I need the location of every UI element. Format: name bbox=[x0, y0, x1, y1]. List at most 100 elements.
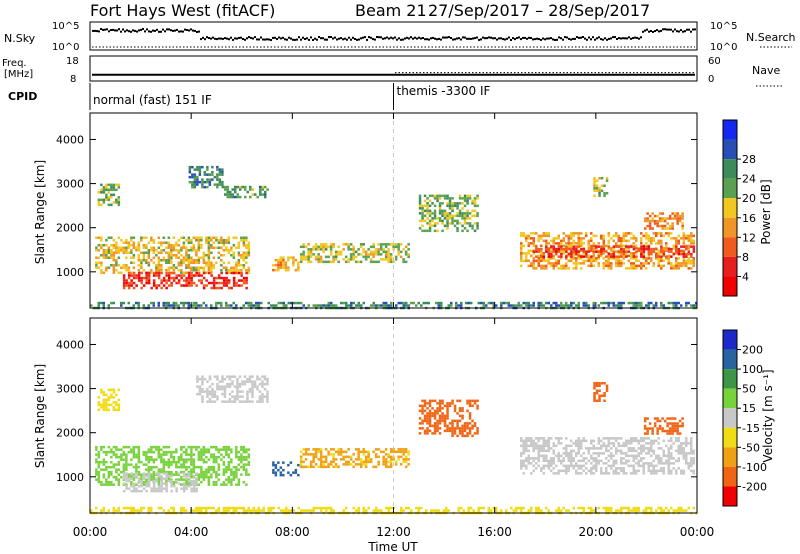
data-cell bbox=[170, 479, 173, 483]
data-cell bbox=[362, 506, 365, 510]
data-cell bbox=[652, 439, 655, 443]
data-cell bbox=[672, 442, 675, 445]
data-cell bbox=[392, 245, 395, 249]
data-cell bbox=[180, 246, 183, 249]
noise-point bbox=[450, 37, 452, 39]
data-cell bbox=[645, 452, 648, 455]
data-cell bbox=[367, 458, 370, 461]
data-cell bbox=[668, 217, 672, 220]
data-cell bbox=[200, 468, 203, 471]
data-cell bbox=[630, 447, 633, 450]
cpid-panel: CPID normal (fast) 151 IF themis -3300 I… bbox=[8, 83, 491, 110]
data-cell bbox=[451, 217, 454, 220]
data-cell bbox=[565, 447, 568, 450]
data-cell bbox=[367, 453, 370, 456]
data-cell bbox=[560, 249, 563, 253]
data-cell bbox=[482, 304, 485, 307]
data-cell bbox=[438, 432, 442, 435]
data-cell bbox=[656, 427, 659, 430]
data-cell bbox=[617, 472, 620, 475]
data-cell bbox=[157, 241, 161, 244]
data-cell bbox=[216, 168, 219, 171]
data-cell bbox=[690, 267, 693, 270]
data-cell bbox=[105, 266, 108, 269]
data-cell bbox=[612, 462, 615, 465]
data-cell bbox=[671, 427, 674, 430]
data-cell bbox=[332, 260, 335, 264]
data-cell bbox=[354, 255, 358, 259]
data-cell bbox=[695, 301, 698, 305]
data-cell bbox=[287, 471, 290, 474]
data-cell bbox=[552, 472, 555, 475]
data-cell bbox=[147, 479, 151, 483]
data-cell bbox=[248, 400, 252, 403]
data-cell bbox=[527, 444, 530, 448]
data-cell bbox=[637, 249, 640, 253]
data-cell bbox=[522, 464, 525, 468]
data-cell bbox=[157, 301, 160, 305]
data-cell bbox=[255, 301, 258, 305]
noise-point bbox=[122, 28, 124, 31]
data-cell bbox=[213, 175, 217, 179]
data-cell bbox=[468, 399, 472, 403]
data-cell bbox=[352, 253, 355, 256]
data-cell bbox=[665, 255, 668, 258]
data-cell bbox=[102, 463, 106, 466]
data-cell bbox=[655, 257, 658, 260]
data-cell bbox=[438, 419, 442, 423]
data-cell bbox=[100, 239, 103, 242]
data-cell bbox=[374, 253, 378, 256]
data-cell bbox=[651, 429, 654, 433]
data-cell bbox=[600, 382, 604, 385]
noise-point bbox=[234, 37, 236, 40]
data-cell bbox=[692, 264, 695, 268]
data-cell bbox=[595, 187, 599, 190]
data-cell bbox=[642, 469, 645, 473]
data-cell bbox=[314, 248, 318, 251]
data-cell bbox=[137, 274, 141, 277]
data-cell bbox=[545, 245, 548, 248]
data-cell bbox=[317, 258, 320, 261]
data-cell bbox=[180, 470, 183, 474]
noise-point bbox=[110, 29, 112, 31]
data-cell bbox=[473, 214, 477, 218]
data-cell bbox=[665, 257, 668, 260]
data-cell bbox=[250, 301, 253, 305]
data-cell bbox=[650, 242, 653, 245]
data-cell bbox=[426, 217, 429, 220]
data-cell bbox=[622, 469, 625, 473]
data-cell bbox=[610, 249, 613, 253]
data-cell bbox=[677, 301, 680, 305]
data-cell bbox=[310, 509, 313, 512]
data-cell bbox=[187, 281, 191, 285]
data-cell bbox=[349, 455, 353, 459]
data-cell bbox=[233, 400, 237, 403]
data-cell bbox=[632, 459, 635, 463]
data-cell bbox=[165, 279, 168, 282]
y-tick-label: 3000 bbox=[56, 178, 84, 191]
noise-point bbox=[140, 28, 142, 31]
data-cell bbox=[431, 224, 434, 228]
data-cell bbox=[115, 475, 118, 479]
data-cell bbox=[217, 286, 221, 290]
data-cell bbox=[235, 453, 238, 456]
data-cell bbox=[177, 239, 181, 242]
data-cell bbox=[102, 271, 106, 274]
data-cell bbox=[185, 448, 188, 451]
data-cell bbox=[110, 183, 113, 187]
data-cell bbox=[190, 473, 193, 476]
noise-point bbox=[588, 36, 590, 39]
noise-point bbox=[124, 30, 126, 33]
noise-point bbox=[480, 38, 482, 41]
noise-point bbox=[572, 37, 574, 40]
data-cell bbox=[666, 217, 669, 220]
data-cell bbox=[157, 453, 161, 456]
data-cell bbox=[667, 259, 670, 263]
data-cell bbox=[622, 234, 625, 238]
data-cell bbox=[672, 237, 675, 240]
data-cell bbox=[218, 168, 222, 171]
data-cell bbox=[590, 454, 593, 458]
noise-point bbox=[318, 36, 320, 38]
data-cell bbox=[680, 237, 683, 240]
noise-point bbox=[214, 37, 216, 40]
